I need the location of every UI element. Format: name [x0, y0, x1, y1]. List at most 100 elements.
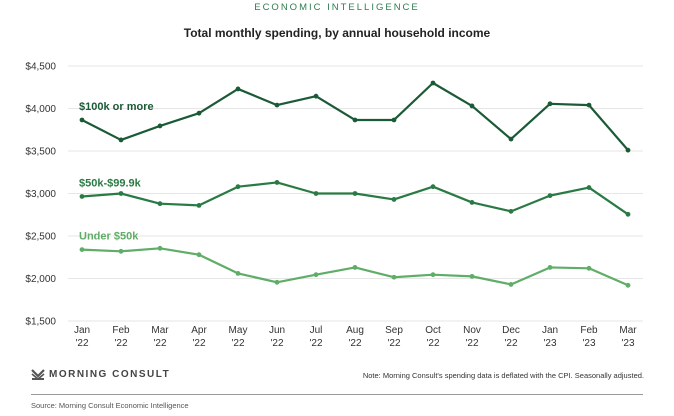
data-point: [352, 191, 358, 196]
x-tick-label: Sep: [385, 325, 403, 336]
x-tick-year: '22: [387, 338, 400, 349]
data-point: [391, 117, 397, 123]
series-label: $100k or more: [79, 101, 154, 113]
data-point: [157, 123, 163, 129]
data-point: [274, 180, 280, 185]
series-label: $50k-$99.9k: [79, 177, 142, 189]
data-point: [79, 247, 85, 253]
data-point: [508, 282, 514, 287]
chart-title: Total monthly spending, by annual househ…: [183, 26, 491, 40]
y-tick-label: $3,500: [25, 147, 56, 158]
data-point: [508, 136, 514, 142]
x-tick-year: '22: [504, 338, 517, 349]
x-tick-year: '23: [543, 338, 556, 349]
x-tick-year: '22: [270, 338, 283, 349]
data-point: [391, 274, 397, 280]
x-tick-label: Aug: [346, 325, 364, 336]
data-point: [625, 211, 631, 217]
y-tick-label: $3,000: [25, 189, 56, 200]
brand-name: MORNING CONSULT: [49, 369, 171, 380]
data-point: [235, 86, 241, 92]
x-tick-label: Feb: [580, 325, 598, 336]
x-tick-year: '22: [231, 338, 244, 349]
y-tick-label: $4,000: [25, 104, 56, 115]
data-point: [352, 265, 358, 270]
x-tick-label: Jun: [269, 325, 285, 336]
data-point: [586, 102, 592, 108]
data-point: [274, 279, 280, 285]
data-point: [79, 194, 85, 199]
data-point: [157, 201, 163, 207]
source-credit: Source: Morning Consult Economic Intelli…: [31, 401, 189, 410]
data-point: [313, 191, 319, 196]
data-point: [508, 208, 514, 214]
data-point: [586, 265, 592, 271]
x-tick-year: '22: [153, 338, 166, 349]
x-tick-year: '22: [348, 338, 361, 349]
data-point: [469, 103, 475, 109]
series-label: Under $50k: [79, 231, 139, 243]
series-2: [79, 245, 631, 288]
data-point: [547, 193, 553, 199]
data-point: [391, 197, 397, 202]
series-line: [81, 181, 629, 216]
series-0: [79, 80, 631, 153]
morning-consult-logo-icon: [31, 369, 45, 380]
series-line: [81, 81, 629, 151]
chart-note: Note: Morning Consult's spending data is…: [362, 371, 644, 380]
data-point: [430, 184, 436, 190]
y-tick-label: $2,500: [25, 232, 56, 243]
x-tick-year: '22: [192, 338, 205, 349]
x-tick-year: '22: [114, 338, 127, 349]
data-point: [313, 93, 319, 99]
x-tick-year: '23: [621, 338, 634, 349]
x-tick-year: '22: [426, 338, 439, 349]
data-point: [196, 252, 202, 258]
data-point: [625, 282, 631, 288]
data-point: [469, 200, 475, 205]
data-point: [196, 110, 202, 116]
y-tick-label: $1,500: [25, 317, 56, 328]
x-tick-label: Jan: [542, 325, 558, 336]
data-point: [625, 147, 631, 153]
x-tick-label: Mar: [619, 325, 637, 336]
series-labels: $100k or more $50k-$99.9k Under $50k: [79, 101, 154, 243]
y-axis: $4,500 $4,000 $3,500 $3,000 $2,500 $2,000 $1,5…: [25, 62, 56, 328]
x-tick-year: '23: [582, 338, 595, 349]
kicker-label: ECONOMIC INTELLIGENCE: [254, 2, 420, 13]
x-tick-label: Dec: [502, 325, 520, 336]
data-point: [352, 117, 358, 123]
y-tick-label: $2,000: [25, 274, 56, 285]
data-point: [79, 117, 85, 123]
series-lines: [79, 80, 631, 288]
data-point: [469, 273, 475, 279]
x-tick-label: Nov: [463, 325, 481, 336]
series-1: [79, 180, 631, 217]
x-tick-label: Jan: [74, 325, 90, 336]
brand-logo: MORNING CONSULT: [31, 369, 170, 380]
data-point: [157, 245, 163, 251]
x-tick-label: Feb: [112, 325, 130, 336]
x-tick-year: '22: [75, 338, 88, 349]
data-point: [547, 101, 553, 107]
footer-divider: [31, 394, 643, 395]
data-point: [196, 203, 202, 208]
data-point: [430, 272, 436, 278]
data-point: [586, 185, 592, 190]
x-tick-label: Jul: [310, 325, 323, 336]
data-point: [313, 272, 319, 278]
x-tick-year: '22: [309, 338, 322, 349]
line-chart: $4,500 $4,000 $3,500 $3,000 $2,500 $2,000 $1,5…: [25, 62, 643, 349]
data-point: [430, 80, 436, 86]
data-point: [274, 102, 280, 108]
x-tick-label: Apr: [191, 325, 207, 336]
data-point: [235, 184, 241, 190]
x-tick-label: Oct: [425, 325, 441, 336]
data-point: [235, 271, 241, 276]
x-tick-label: Mar: [151, 325, 169, 336]
data-point: [118, 137, 124, 143]
data-point: [118, 248, 124, 254]
x-tick-year: '22: [465, 338, 478, 349]
x-axis: Jan '22 Feb '22 Mar '22 Apr '22 May '22 Jun '22 Jul '…: [74, 325, 637, 349]
y-tick-label: $4,500: [25, 62, 56, 73]
